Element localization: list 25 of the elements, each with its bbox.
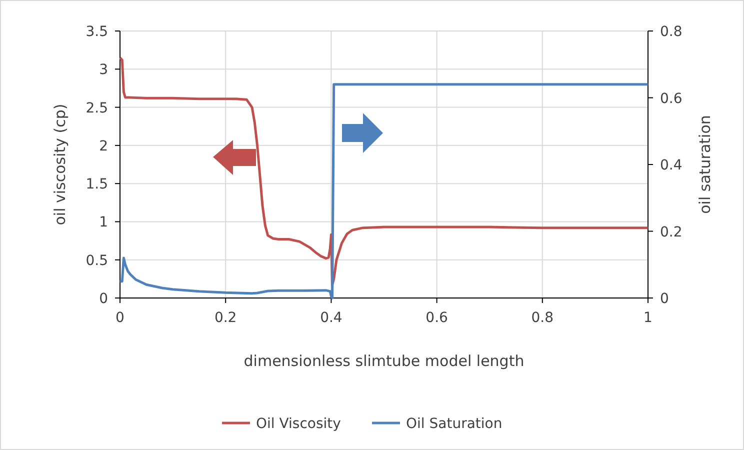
x-tick-label: 0.4 <box>320 310 342 326</box>
y-axis-title: oil viscosity (cp) <box>51 104 69 226</box>
legend-label: Oil Viscosity <box>256 416 341 432</box>
y2-tick-label: 0 <box>660 291 669 307</box>
x-tick-label: 1 <box>644 310 652 326</box>
legend-label: Oil Saturation <box>406 416 502 432</box>
y-tick-label: 0 <box>99 291 108 307</box>
y-tick-label: 3 <box>99 62 108 78</box>
x-tick-label: 0 <box>116 310 124 326</box>
y2-tick-label: 0.8 <box>660 24 682 40</box>
x-tick-label: 0.2 <box>214 310 237 326</box>
y2-tick-label: 0.2 <box>660 224 682 240</box>
y2-axis-title: oil saturation <box>696 115 714 214</box>
y2-tick-label: 0.4 <box>660 158 682 174</box>
y2-tick-label: 0.6 <box>660 90 682 107</box>
y-tick-label: 2 <box>99 138 108 154</box>
x-tick-label: 0.8 <box>531 310 554 326</box>
x-tick-label: 0.6 <box>426 310 448 326</box>
x-axis-title: dimensionless slimtube model length <box>244 352 524 370</box>
y-tick-label: 2.5 <box>86 100 108 116</box>
y-tick-label: 3.5 <box>86 24 108 40</box>
y-tick-label: 0.5 <box>86 252 108 269</box>
y-tick-label: 1.5 <box>86 176 108 193</box>
y-tick-label: 1 <box>99 214 108 231</box>
line-series <box>118 56 650 286</box>
